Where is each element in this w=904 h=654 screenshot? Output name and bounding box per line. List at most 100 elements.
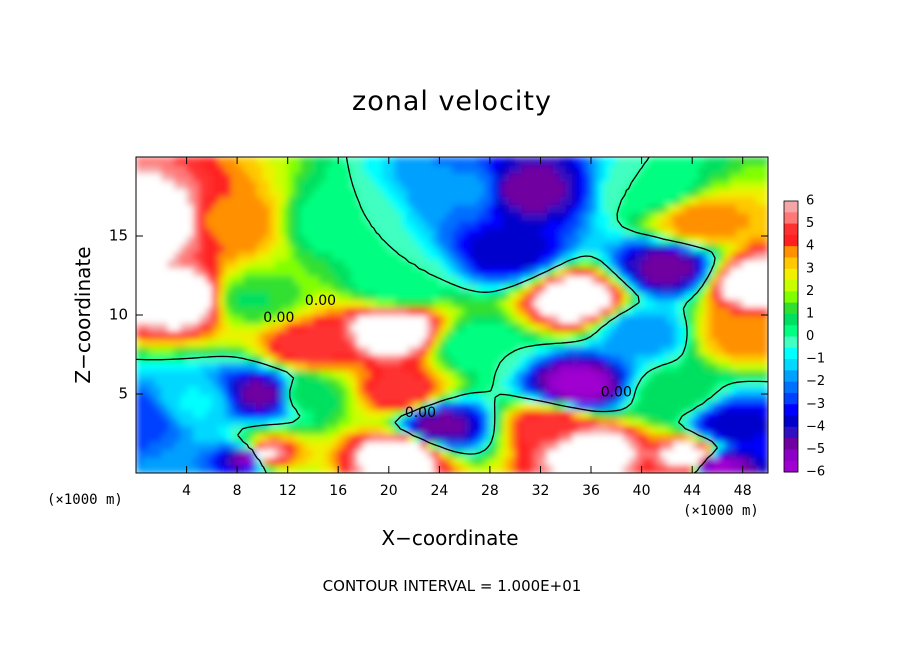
heatmap-cell <box>654 354 662 363</box>
heatmap-cell <box>192 338 200 348</box>
heatmap-cell <box>338 291 346 300</box>
heatmap-cell <box>414 449 421 458</box>
heatmap-cell <box>205 362 213 371</box>
heatmap-cell <box>312 433 320 442</box>
heatmap-cell <box>647 409 655 419</box>
heatmap-cell <box>610 354 617 363</box>
heatmap-cell <box>477 212 485 221</box>
heatmap-cell <box>565 417 573 427</box>
heatmap-cell <box>452 236 459 245</box>
heatmap-cell <box>180 346 188 356</box>
heatmap-cell <box>369 157 377 166</box>
heatmap-cell <box>167 457 175 466</box>
heatmap-cell <box>268 299 276 308</box>
heatmap-cell <box>382 394 390 403</box>
heatmap-cell <box>704 291 712 300</box>
heatmap-cell <box>685 188 693 198</box>
heatmap-cell <box>262 394 270 403</box>
heatmap-cell <box>584 386 592 395</box>
heatmap-cell <box>395 362 403 371</box>
heatmap-cell <box>489 386 497 395</box>
heatmap-cell <box>546 164 554 174</box>
heatmap-cell <box>249 267 257 277</box>
heatmap-cell <box>161 251 169 261</box>
heatmap-cell <box>218 441 226 450</box>
heatmap-cell <box>508 172 516 182</box>
heatmap-cell <box>357 228 365 237</box>
heatmap-cell <box>249 362 257 371</box>
heatmap-cell <box>331 236 339 245</box>
heatmap-cell <box>559 299 567 308</box>
heatmap-cell <box>256 180 263 190</box>
heatmap-cell <box>464 346 472 356</box>
heatmap-cell <box>736 228 744 237</box>
heatmap-cell <box>742 465 750 473</box>
heatmap-cell <box>433 401 440 411</box>
heatmap-cell <box>717 449 725 458</box>
heatmap-cell <box>496 220 504 229</box>
heatmap-cell <box>508 433 516 442</box>
heatmap-cell <box>622 425 630 435</box>
heatmap-cell <box>218 354 226 363</box>
heatmap-cell <box>173 267 181 277</box>
heatmap-cell <box>553 457 561 466</box>
heatmap-cell <box>553 188 561 198</box>
heatmap-cell <box>641 283 649 292</box>
heatmap-cell <box>199 236 207 245</box>
heatmap-cell <box>312 394 320 403</box>
heatmap-cell <box>647 236 655 245</box>
heatmap-cell <box>565 457 573 466</box>
heatmap-cell <box>591 204 598 213</box>
heatmap-cell <box>628 188 636 198</box>
heatmap-cell <box>496 275 504 284</box>
heatmap-cell <box>755 417 763 427</box>
heatmap-cell <box>376 251 384 261</box>
heatmap-cell <box>660 220 668 229</box>
colorbar-swatch <box>784 347 798 360</box>
heatmap-cell <box>369 449 377 458</box>
heatmap-cell <box>325 362 333 371</box>
heatmap-cell <box>704 394 712 403</box>
heatmap-cell <box>136 259 143 269</box>
heatmap-cell <box>477 315 485 324</box>
heatmap-cell <box>704 315 712 324</box>
heatmap-cell <box>540 164 548 174</box>
heatmap-cell <box>439 180 447 190</box>
heatmap-cell <box>433 417 440 427</box>
heatmap-cell <box>673 172 681 182</box>
heatmap-cell <box>559 243 567 253</box>
heatmap-cell <box>591 251 598 261</box>
heatmap-cell <box>325 322 333 332</box>
heatmap-cell <box>180 315 188 324</box>
heatmap-cell <box>723 228 731 237</box>
heatmap-cell <box>628 362 636 371</box>
heatmap-cell <box>357 259 365 269</box>
heatmap-cell <box>192 465 200 473</box>
heatmap-cell <box>666 275 674 284</box>
heatmap-cell <box>610 401 617 411</box>
heatmap-cell <box>350 259 358 269</box>
heatmap-cell <box>711 417 719 427</box>
heatmap-cell <box>755 204 763 213</box>
heatmap-cell <box>540 465 548 473</box>
heatmap-cell <box>300 449 308 458</box>
heatmap-cell <box>749 354 756 363</box>
heatmap-cell <box>211 307 219 316</box>
heatmap-cell <box>534 283 542 292</box>
heatmap-cell <box>641 275 649 284</box>
heatmap-cell <box>439 157 447 166</box>
heatmap-cell <box>142 283 150 292</box>
colorbar-label: −2 <box>806 374 825 389</box>
heatmap-cell <box>319 330 327 340</box>
heatmap-cell <box>761 299 768 308</box>
heatmap-cell <box>508 275 516 284</box>
heatmap-cell <box>527 394 535 403</box>
heatmap-cell <box>388 417 396 427</box>
heatmap-cell <box>685 394 693 403</box>
heatmap-cell <box>136 386 143 395</box>
heatmap-cell <box>382 433 390 442</box>
heatmap-cell <box>666 204 674 213</box>
heatmap-cell <box>628 243 636 253</box>
heatmap-cell <box>199 425 207 435</box>
heatmap-cell <box>325 425 333 435</box>
